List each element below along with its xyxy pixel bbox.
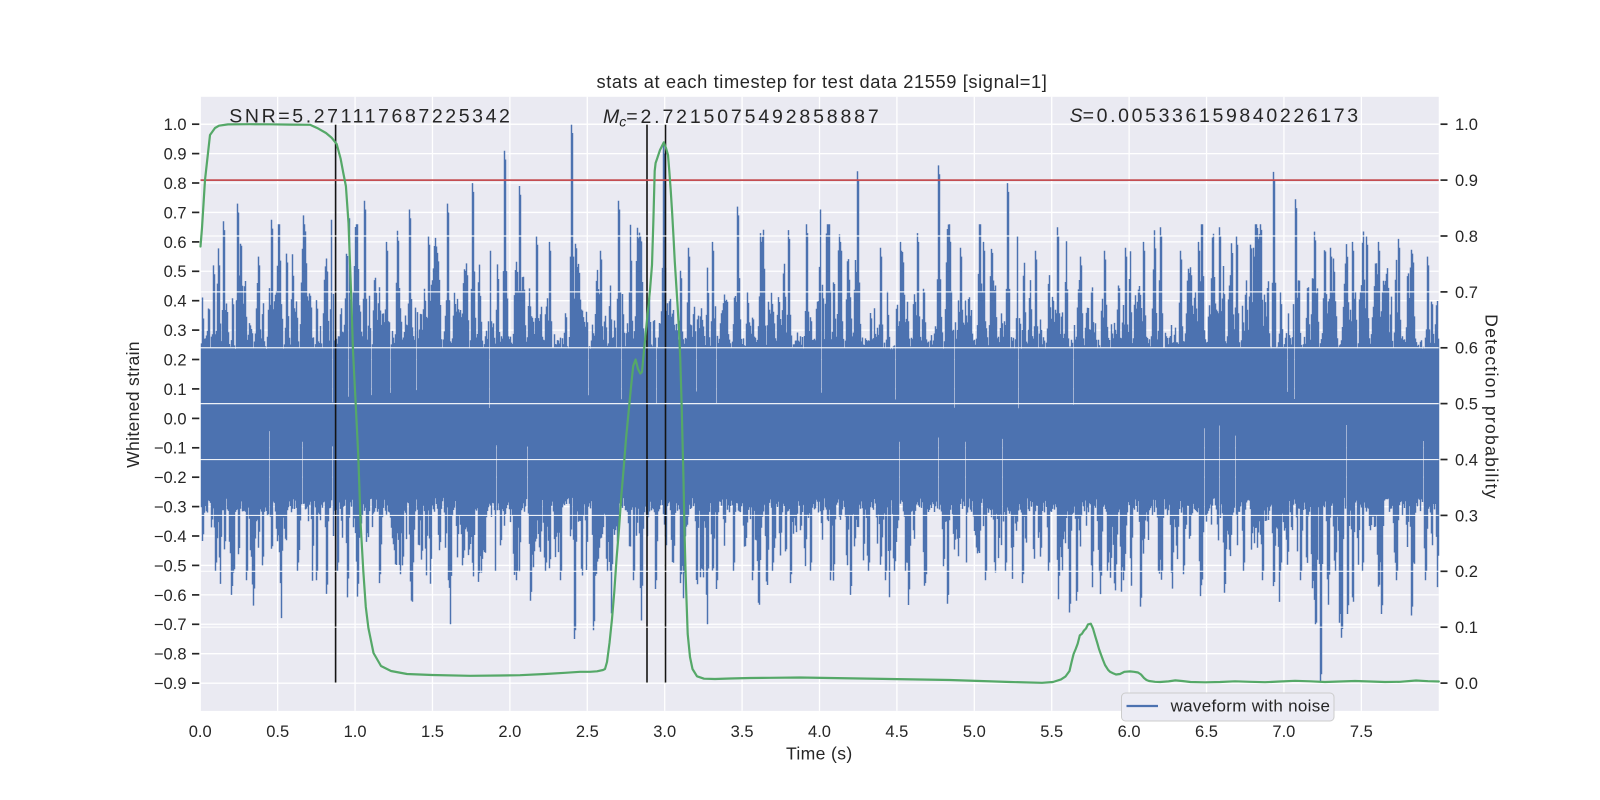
svg-text:Whitened strain: Whitened strain bbox=[123, 341, 143, 468]
svg-text:5.5: 5.5 bbox=[1040, 723, 1063, 741]
svg-text:7.5: 7.5 bbox=[1350, 723, 1373, 741]
svg-text:−0.9: −0.9 bbox=[154, 675, 187, 693]
svg-text:0.9: 0.9 bbox=[1455, 172, 1478, 190]
svg-text:0.3: 0.3 bbox=[1455, 507, 1478, 525]
svg-text:−0.7: −0.7 bbox=[154, 616, 187, 634]
svg-text:−0.4: −0.4 bbox=[154, 528, 187, 546]
svg-text:5.0: 5.0 bbox=[963, 723, 986, 741]
svg-text:0.4: 0.4 bbox=[164, 293, 187, 311]
svg-text:−0.5: −0.5 bbox=[154, 557, 187, 575]
svg-text:S=0.005336159840226173: S=0.005336159840226173 bbox=[1070, 105, 1361, 127]
svg-text:waveform with noise: waveform with noise bbox=[1170, 697, 1331, 716]
svg-text:0.2: 0.2 bbox=[1455, 563, 1478, 581]
svg-text:4.0: 4.0 bbox=[808, 723, 831, 741]
svg-text:0.7: 0.7 bbox=[164, 204, 187, 222]
svg-text:2.5: 2.5 bbox=[576, 723, 599, 741]
svg-text:0.0: 0.0 bbox=[189, 723, 212, 741]
svg-text:0.0: 0.0 bbox=[1455, 675, 1478, 693]
svg-text:6.0: 6.0 bbox=[1118, 723, 1141, 741]
svg-text:0.8: 0.8 bbox=[1455, 228, 1478, 246]
svg-text:1.5: 1.5 bbox=[421, 723, 444, 741]
svg-text:0.3: 0.3 bbox=[164, 322, 187, 340]
svg-text:0.8: 0.8 bbox=[164, 175, 187, 193]
svg-text:−0.6: −0.6 bbox=[154, 587, 187, 605]
svg-text:3.5: 3.5 bbox=[731, 723, 754, 741]
svg-text:1.0: 1.0 bbox=[1455, 116, 1478, 134]
svg-text:4.5: 4.5 bbox=[885, 723, 908, 741]
svg-text:0.9: 0.9 bbox=[164, 146, 187, 164]
svg-text:0.0: 0.0 bbox=[164, 410, 187, 428]
svg-text:0.5: 0.5 bbox=[1455, 396, 1478, 414]
svg-text:2.0: 2.0 bbox=[498, 723, 521, 741]
svg-text:Mc=2.7215075492858887: Mc=2.7215075492858887 bbox=[603, 106, 882, 130]
svg-text:0.1: 0.1 bbox=[1455, 619, 1478, 637]
svg-text:0.2: 0.2 bbox=[164, 351, 187, 369]
svg-text:0.6: 0.6 bbox=[164, 234, 187, 252]
svg-text:1.0: 1.0 bbox=[164, 116, 187, 134]
svg-text:Detection probability: Detection probability bbox=[1481, 314, 1501, 500]
svg-text:−0.1: −0.1 bbox=[154, 440, 187, 458]
svg-text:stats at each timestep for tes: stats at each timestep for test data 215… bbox=[596, 71, 1047, 92]
svg-text:3.0: 3.0 bbox=[653, 723, 676, 741]
svg-text:−0.2: −0.2 bbox=[154, 469, 187, 487]
svg-text:0.5: 0.5 bbox=[164, 263, 187, 281]
svg-text:SNR=5.271117687225342: SNR=5.271117687225342 bbox=[229, 105, 512, 127]
svg-text:−0.8: −0.8 bbox=[154, 646, 187, 664]
svg-text:0.5: 0.5 bbox=[266, 723, 289, 741]
svg-text:0.4: 0.4 bbox=[1455, 451, 1478, 469]
svg-text:6.5: 6.5 bbox=[1195, 723, 1218, 741]
svg-text:0.7: 0.7 bbox=[1455, 284, 1478, 302]
svg-text:0.1: 0.1 bbox=[164, 381, 187, 399]
svg-text:Time (s): Time (s) bbox=[786, 744, 853, 764]
svg-text:1.0: 1.0 bbox=[344, 723, 367, 741]
svg-text:0.6: 0.6 bbox=[1455, 340, 1478, 358]
svg-text:−0.3: −0.3 bbox=[154, 499, 187, 517]
svg-text:7.0: 7.0 bbox=[1272, 723, 1295, 741]
